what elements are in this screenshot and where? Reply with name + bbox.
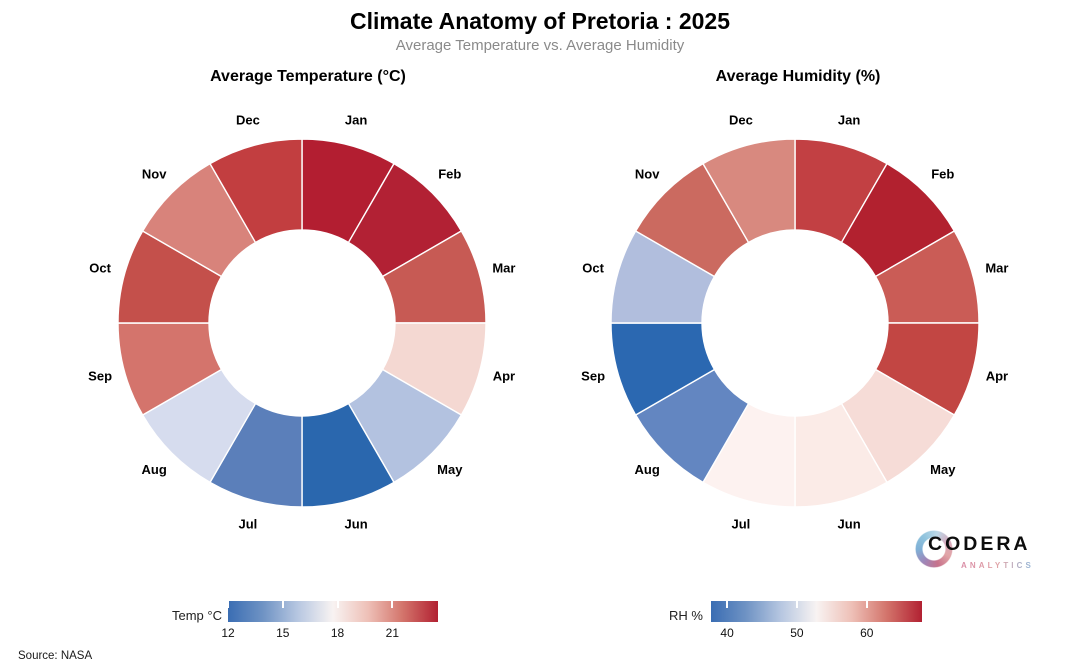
colorbar-tick-mark — [281, 601, 284, 608]
temperature-chart-title: Average Temperature (°C) — [210, 68, 406, 85]
month-label-mar: Mar — [985, 260, 1008, 275]
humidity-legend-label: RH % — [669, 608, 703, 623]
colorbar-tick-label: 50 — [790, 626, 804, 640]
temperature-colorbar-legend: Temp °C 12 15 18 21 — [172, 601, 438, 647]
temperature-donut-chart: Jan Feb Mar Apr May Jun Jul Aug Sep Oct Nov Dec — [88, 113, 515, 532]
colorbar-tick-label: 12 — [221, 626, 235, 640]
colorbar-tick-label: 60 — [860, 626, 874, 640]
month-label-aug: Aug — [142, 462, 167, 477]
colorbar-tick-label: 18 — [330, 626, 345, 640]
colorbar-tick-mark — [227, 601, 229, 608]
month-label-feb: Feb — [931, 167, 954, 182]
figure-subtitle: Average Temperature vs. Average Humidity — [395, 37, 685, 54]
month-label-jan: Jan — [838, 113, 860, 128]
figure-title: Climate Anatomy of Pretoria : 2025 — [349, 8, 731, 34]
month-label-apr: Apr — [986, 369, 1008, 384]
month-label-nov: Nov — [635, 167, 660, 182]
month-label-sep: Sep — [581, 369, 605, 384]
month-label-dec: Dec — [236, 113, 260, 128]
humidity-chart-title: Average Humidity (%) — [715, 68, 881, 85]
humidity-colorbar-legend: RH % 40 50 60 — [669, 601, 922, 647]
colorbar-tick-mark — [865, 601, 868, 608]
colorbar-tick-label: 40 — [720, 626, 734, 640]
segment-dec — [702, 138, 796, 244]
month-label-jan: Jan — [345, 113, 367, 128]
colorbar-tick-mark — [795, 601, 798, 608]
temperature-colorbar — [227, 601, 438, 622]
colorbar-tick-mark — [336, 601, 339, 608]
codera-c-mark-icon — [915, 530, 953, 568]
month-label-jul: Jul — [732, 516, 751, 531]
logo-name: CODERA — [928, 533, 1031, 555]
month-label-sep: Sep — [88, 369, 112, 384]
colorbar-tick-label: 15 — [276, 626, 290, 640]
month-label-jul: Jul — [239, 516, 258, 531]
humidity-colorbar — [711, 601, 922, 622]
colorbar-tick-mark — [726, 601, 729, 608]
month-label-jun: Jun — [838, 516, 861, 531]
month-label-oct: Oct — [582, 260, 604, 275]
colorbar-tick-mark — [391, 601, 394, 608]
month-label-apr: Apr — [493, 369, 515, 384]
month-label-nov: Nov — [142, 167, 167, 182]
codera-analytics-logo: CODERA ANALYTICS — [905, 524, 1063, 582]
logo-subtext: ANALYTICS — [961, 561, 1034, 570]
temperature-legend-label: Temp °C — [172, 608, 222, 623]
source-line-1: Source: NASA — [18, 649, 93, 660]
month-label-oct: Oct — [89, 260, 111, 275]
month-label-jun: Jun — [345, 516, 368, 531]
month-label-dec: Dec — [729, 113, 753, 128]
month-label-feb: Feb — [438, 167, 461, 182]
month-label-aug: Aug — [635, 462, 660, 477]
month-label-mar: Mar — [492, 260, 515, 275]
humidity-donut-chart: Jan Feb Mar Apr May Jun Jul Aug Sep Oct Nov Dec — [581, 113, 1008, 532]
month-label-may: May — [930, 462, 956, 477]
segment-dec — [209, 138, 303, 244]
month-label-may: May — [437, 462, 463, 477]
source-credit: Source: NASA POWER, EconData — [18, 610, 122, 660]
colorbar-tick-label: 21 — [385, 626, 400, 640]
